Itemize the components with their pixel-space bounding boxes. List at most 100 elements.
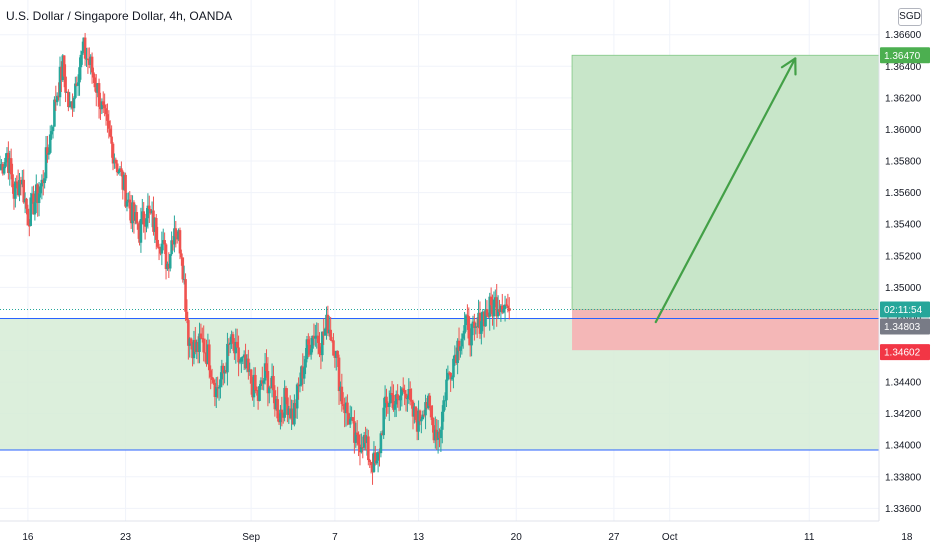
candle-body	[498, 309, 501, 312]
candle-body	[267, 387, 271, 394]
candle-body	[166, 263, 169, 269]
candle-body	[355, 432, 359, 436]
candle-body	[319, 353, 323, 356]
candle-body	[14, 181, 17, 199]
candle-body	[247, 358, 250, 372]
candle-body	[411, 401, 415, 417]
price-axis[interactable]	[879, 0, 932, 525]
candle-body	[358, 444, 362, 453]
candle-body	[383, 396, 387, 408]
candle-body	[134, 212, 137, 221]
candle-body	[316, 335, 320, 343]
candle-body	[440, 411, 444, 430]
candle-body	[153, 217, 157, 232]
candle-body	[26, 208, 30, 226]
candle-body	[99, 106, 102, 110]
candle-body	[87, 60, 91, 65]
currency-badge[interactable]: SGD	[898, 8, 922, 26]
candle-body	[428, 395, 432, 406]
candle-body	[178, 230, 182, 254]
candle-body	[205, 352, 208, 365]
candle-body	[72, 97, 76, 109]
candle-body	[471, 321, 475, 324]
trend-arrow[interactable]	[654, 57, 797, 324]
candle-body	[100, 101, 104, 110]
candle-body	[347, 413, 351, 425]
candle-body	[67, 91, 70, 107]
candle-body	[129, 208, 133, 224]
candle-body	[170, 240, 173, 255]
candle-body	[477, 312, 480, 328]
candle-body	[379, 433, 383, 454]
candle-body	[122, 174, 126, 190]
candle-body	[263, 363, 267, 381]
candle-body	[28, 225, 31, 227]
candle-body	[65, 91, 69, 93]
candle-body	[94, 87, 98, 93]
time-axis[interactable]	[0, 521, 932, 550]
candle-body	[294, 403, 298, 409]
candle-body	[240, 357, 243, 362]
candle-body	[270, 376, 274, 388]
candle-body	[145, 218, 148, 227]
candle-body	[343, 406, 346, 414]
candle-body	[261, 380, 264, 384]
candle-body	[308, 344, 312, 355]
candle-body	[2, 166, 6, 174]
candle-body	[256, 390, 260, 401]
countdown-tag-bg	[880, 301, 930, 318]
candle-body	[25, 198, 28, 209]
candle-body	[86, 58, 90, 61]
candle-body	[194, 340, 197, 352]
candle-body	[258, 385, 261, 401]
candle-body	[12, 187, 16, 199]
candle-body	[33, 202, 37, 215]
candle-body	[154, 217, 158, 240]
candle-body	[19, 180, 23, 185]
candle-body	[346, 402, 349, 414]
candle-body	[156, 239, 159, 247]
candle-body	[368, 460, 372, 463]
candle-body	[177, 230, 180, 240]
candle-body	[103, 105, 106, 109]
candle-body	[90, 56, 94, 73]
candle-body	[288, 408, 292, 419]
candle-body	[5, 152, 9, 158]
candle-body	[323, 328, 327, 336]
candle-body	[238, 361, 242, 363]
candle-body	[277, 418, 281, 423]
candle-body	[298, 385, 302, 387]
candle-body	[460, 338, 464, 347]
candle-body	[226, 343, 229, 373]
target-price-tag: 1.36470	[884, 51, 921, 62]
candle-body	[60, 66, 63, 81]
candle-body	[104, 108, 108, 115]
candle-body	[117, 171, 120, 173]
candle-body	[397, 398, 401, 401]
candle-body	[83, 37, 87, 59]
price-tick-label: 1.35800	[885, 157, 922, 168]
candle-body	[64, 76, 67, 93]
candle-body	[97, 83, 101, 107]
candle-body	[422, 414, 426, 416]
candle-body	[219, 379, 222, 388]
candle-body	[143, 224, 147, 227]
candle-body	[488, 296, 492, 317]
candle-body	[353, 421, 356, 443]
candle-body	[314, 336, 317, 339]
target-price-tag-bg	[880, 47, 930, 64]
candle-body	[207, 344, 211, 371]
candle-body	[286, 397, 289, 415]
candle-body	[318, 342, 321, 354]
candle-body	[108, 128, 112, 137]
candle-body	[34, 184, 38, 203]
candle-body	[136, 223, 140, 230]
candle-body	[62, 55, 66, 77]
candle-body	[255, 389, 259, 391]
candle-body	[128, 199, 132, 209]
chart-title: U.S. Dollar / Singapore Dollar, 4h, OAND…	[6, 9, 233, 23]
candle-body	[68, 106, 72, 108]
candle-body	[307, 339, 310, 345]
candle-body	[456, 340, 459, 364]
